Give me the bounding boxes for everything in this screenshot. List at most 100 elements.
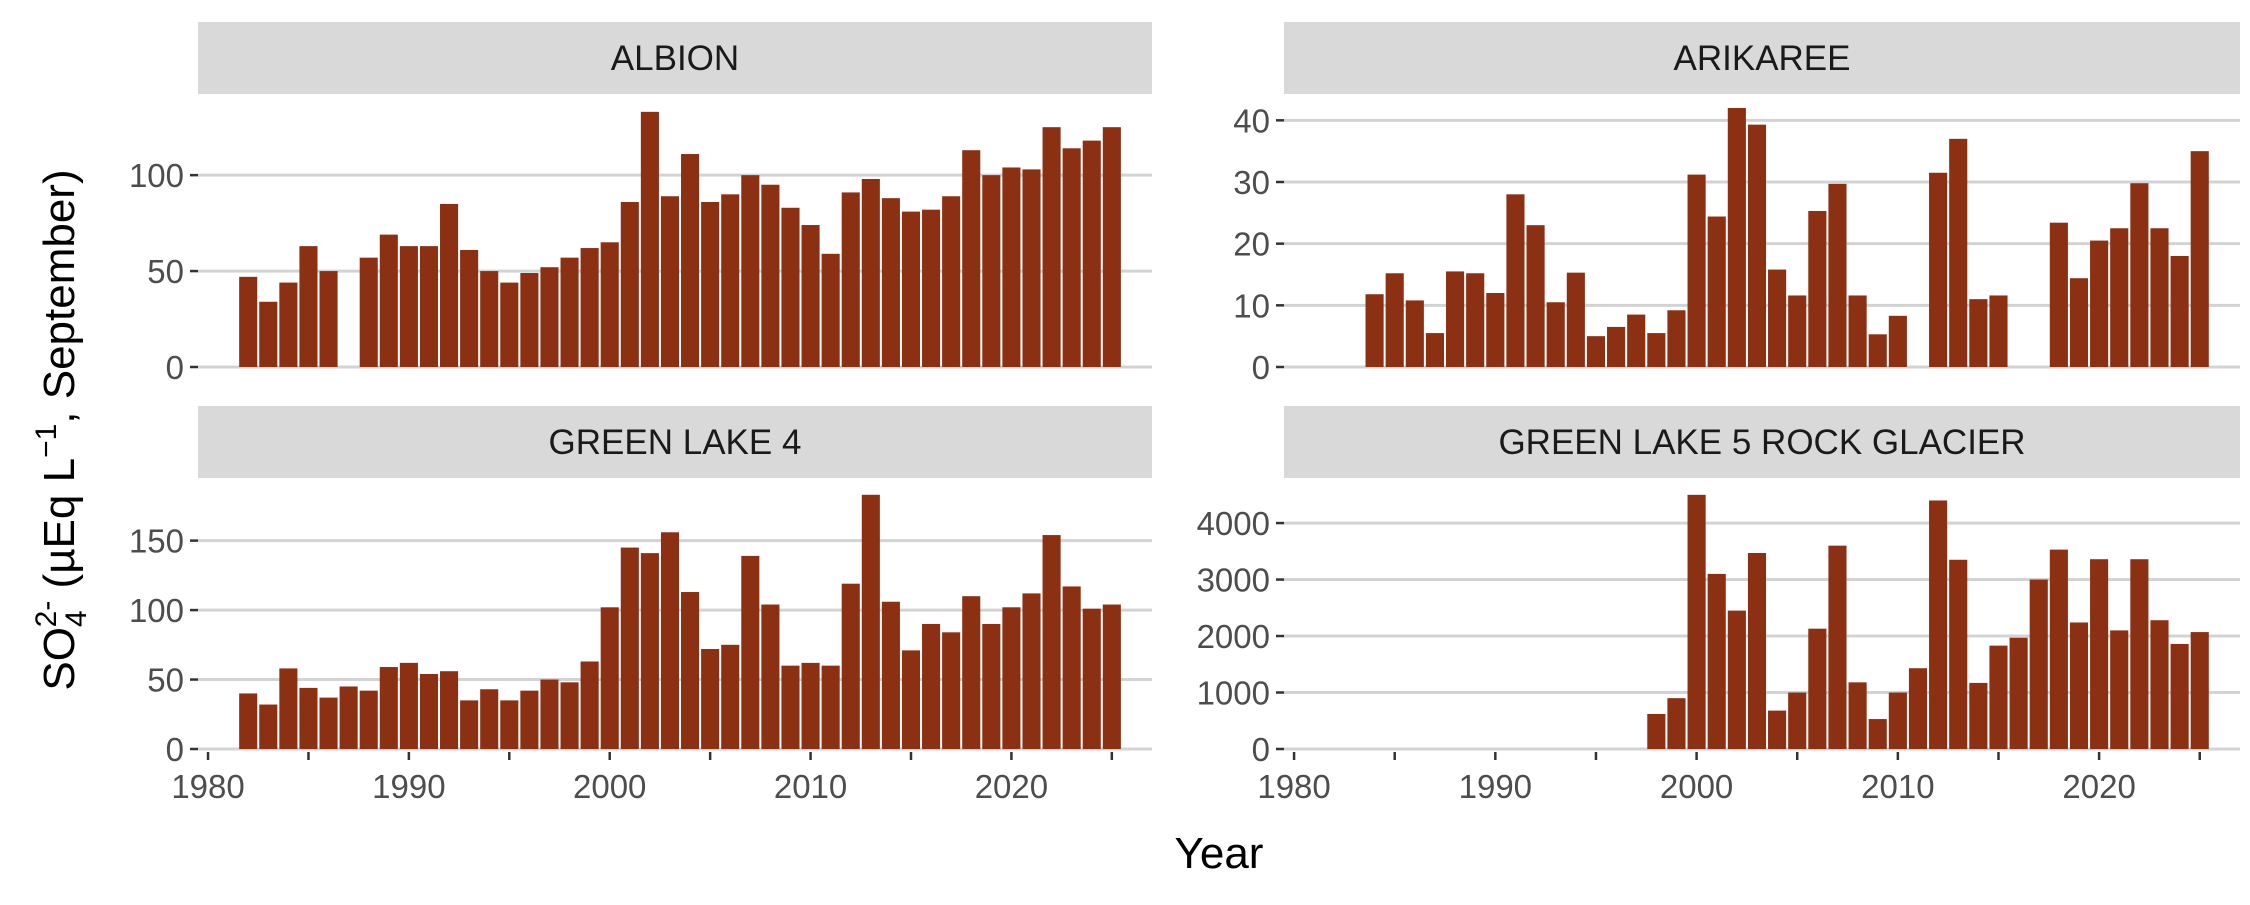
- bar-1-2004: [1768, 269, 1787, 367]
- bar-0-2014: [881, 198, 900, 367]
- bar-3-2015: [1989, 645, 2008, 749]
- facet-title-3: GREEN LAKE 5 ROCK GLACIER: [1498, 423, 2025, 462]
- bar-2-1987: [339, 686, 358, 749]
- bar-1-2014: [1969, 299, 1988, 367]
- bar-3-1999: [1667, 698, 1686, 749]
- bar-2-1988: [359, 690, 378, 749]
- bar-3-2000: [1687, 494, 1706, 749]
- bar-2-2021: [1022, 593, 1041, 749]
- bar-0-2011: [821, 253, 840, 367]
- bar-1-2024: [2170, 256, 2189, 367]
- bar-0-2008: [761, 184, 780, 367]
- bar-0-1998: [560, 257, 579, 367]
- y-tick-label-0-2: 100: [129, 157, 184, 194]
- y-tick-label-0-1: 50: [147, 253, 184, 290]
- bar-1-1989: [1466, 273, 1485, 367]
- bar-0-2016: [922, 209, 941, 367]
- bar-3-2011: [1908, 668, 1928, 749]
- bar-1-1992: [1526, 225, 1545, 367]
- y-tick-label-1-3: 30: [1233, 164, 1270, 201]
- bar-0-1999: [580, 248, 599, 367]
- bar-2-2010: [801, 662, 820, 749]
- bar-1-2025: [2190, 151, 2209, 367]
- bar-3-2024: [2170, 643, 2189, 749]
- bar-1-2020: [2090, 240, 2109, 367]
- x-axis-title: Year: [1175, 829, 1264, 878]
- bar-3-2005: [1788, 692, 1807, 749]
- bar-3-2021: [2110, 630, 2129, 749]
- bar-0-2024: [1082, 140, 1101, 367]
- facet-title-0: ALBION: [611, 39, 739, 78]
- facet-panel-3: GREEN LAKE 5 ROCK GLACIER 0 1000 2000 3000 40…: [1197, 406, 2240, 805]
- bar-3-2018: [2049, 549, 2068, 749]
- bar-2-2006: [721, 644, 740, 749]
- facet-title-1: ARIKAREE: [1674, 39, 1851, 78]
- bar-1-2006: [1808, 210, 1827, 367]
- bar-3-2016: [2009, 637, 2028, 749]
- bar-0-2009: [781, 207, 800, 367]
- bar-1-1993: [1546, 302, 1565, 367]
- bar-0-2015: [901, 211, 921, 367]
- bar-0-2017: [942, 196, 961, 367]
- bar-1-1986: [1405, 300, 1424, 367]
- bar-2-2003: [660, 532, 680, 749]
- bar-0-1986: [319, 271, 338, 367]
- bar-1-2007: [1828, 183, 1847, 367]
- bar-1-1985: [1385, 273, 1404, 367]
- bar-3-2004: [1768, 710, 1787, 749]
- x-tick-label-3-3: 2010: [1861, 768, 1934, 805]
- bar-1-2001: [1707, 216, 1726, 367]
- bar-3-2010: [1888, 692, 1907, 749]
- bar-2-2017: [942, 632, 961, 749]
- y-tick-label-1-1: 10: [1233, 287, 1270, 324]
- bar-0-2025: [1102, 127, 1121, 368]
- bar-3-2009: [1868, 719, 1887, 749]
- bar-2-2014: [881, 601, 900, 749]
- bar-0-2013: [861, 178, 880, 367]
- bar-1-2008: [1848, 295, 1867, 367]
- bar-0-1984: [279, 282, 298, 367]
- bar-3-2003: [1747, 553, 1767, 749]
- x-tick-label-3-2: 2000: [1660, 768, 1733, 805]
- bar-2-2001: [620, 547, 639, 749]
- bar-0-1990: [399, 246, 418, 367]
- bar-0-1997: [540, 267, 559, 367]
- facet-panel-1: ARIKAREE 0 10 20 30 40: [1233, 22, 2240, 386]
- bar-2-1993: [460, 700, 479, 749]
- y-axis-title-sub: 4: [60, 610, 93, 627]
- bar-3-2020: [2090, 559, 2109, 749]
- bar-2-2004: [681, 592, 700, 749]
- bar-1-1984: [1365, 294, 1384, 367]
- bar-0-2007: [741, 175, 760, 367]
- x-tick-label-2-0: 1980: [171, 768, 244, 805]
- bar-3-2001: [1707, 573, 1726, 749]
- bar-1-2023: [2150, 228, 2169, 367]
- x-tick-label-3-4: 2020: [2062, 768, 2135, 805]
- bar-1-1988: [1446, 271, 1465, 367]
- facet-panel-2: GREEN LAKE 4 0 50 100 150 1980 1990 2000 2010 202…: [129, 406, 1152, 805]
- bar-0-1982: [239, 276, 258, 367]
- bar-1-2015: [1989, 295, 2008, 367]
- facet-panel-0: ALBION 0 50 100: [129, 22, 1152, 386]
- bar-0-2019: [982, 175, 1001, 367]
- bar-0-2005: [701, 202, 720, 367]
- bar-0-2003: [660, 196, 680, 367]
- bar-2-2019: [982, 623, 1001, 749]
- bar-1-2009: [1868, 334, 1887, 367]
- bar-2-2011: [821, 665, 840, 749]
- bar-2-1996: [520, 690, 539, 749]
- facet-strip-3: [1284, 406, 2240, 478]
- y-tick-label-3-3: 3000: [1197, 562, 1270, 599]
- bar-1-2005: [1788, 295, 1807, 367]
- bar-2-2000: [600, 607, 619, 749]
- bar-1-1990: [1486, 293, 1505, 367]
- bar-2-1982: [239, 693, 258, 749]
- bar-0-1993: [460, 249, 479, 367]
- bar-0-2021: [1022, 169, 1041, 367]
- bar-1-2022: [2130, 183, 2149, 367]
- bar-2-1983: [259, 704, 278, 749]
- bar-2-1989: [379, 667, 398, 749]
- bar-0-2001: [620, 202, 639, 367]
- y-tick-label-1-0: 0: [1252, 349, 1270, 386]
- bar-0-1988: [359, 257, 378, 367]
